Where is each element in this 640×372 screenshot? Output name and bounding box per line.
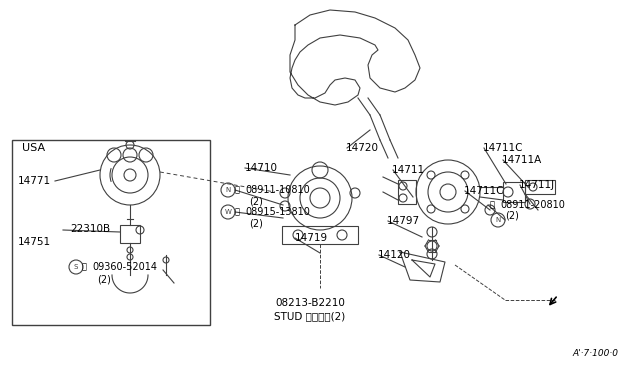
Text: 14711A: 14711A: [502, 155, 542, 165]
Bar: [503, 182, 525, 202]
Text: ⓝ: ⓝ: [490, 201, 495, 209]
Bar: [398, 180, 416, 204]
Text: 09360-52014: 09360-52014: [92, 262, 157, 272]
Text: 08915-13810: 08915-13810: [245, 207, 310, 217]
Text: W: W: [225, 209, 232, 215]
Bar: [120, 225, 140, 243]
Text: (2): (2): [249, 219, 263, 229]
Text: (2): (2): [505, 211, 519, 221]
Text: N: N: [225, 187, 230, 193]
Text: 14797: 14797: [387, 216, 420, 226]
Text: STUD スタッド(2): STUD スタッド(2): [275, 311, 346, 321]
Text: (2): (2): [249, 197, 263, 207]
Text: A'·7·100·0: A'·7·100·0: [572, 349, 618, 358]
Text: 08911-10810: 08911-10810: [245, 185, 310, 195]
Text: ⓝ: ⓝ: [235, 186, 240, 195]
Text: 08911-20810: 08911-20810: [500, 200, 565, 210]
Text: 08213-B2210: 08213-B2210: [275, 298, 345, 308]
Text: N: N: [495, 217, 500, 223]
Bar: [525, 180, 555, 194]
Text: USA: USA: [22, 143, 45, 153]
Text: 14771: 14771: [18, 176, 51, 186]
Text: (2): (2): [97, 274, 111, 284]
Text: 14711C: 14711C: [464, 186, 504, 196]
Text: 14120: 14120: [378, 250, 411, 260]
Text: 14719: 14719: [295, 233, 328, 243]
Bar: [282, 226, 358, 244]
Text: 14751: 14751: [18, 237, 51, 247]
Text: Ⓦ: Ⓦ: [235, 208, 240, 217]
Text: 14711C: 14711C: [483, 143, 524, 153]
Bar: [12, 140, 210, 325]
Text: S: S: [74, 264, 78, 270]
Text: 22310B: 22310B: [70, 224, 110, 234]
Text: Ⓢ: Ⓢ: [82, 263, 87, 272]
Text: 14720: 14720: [346, 143, 379, 153]
Text: 14711: 14711: [392, 165, 425, 175]
Text: 14710: 14710: [245, 163, 278, 173]
Text: 14711J: 14711J: [519, 180, 555, 190]
